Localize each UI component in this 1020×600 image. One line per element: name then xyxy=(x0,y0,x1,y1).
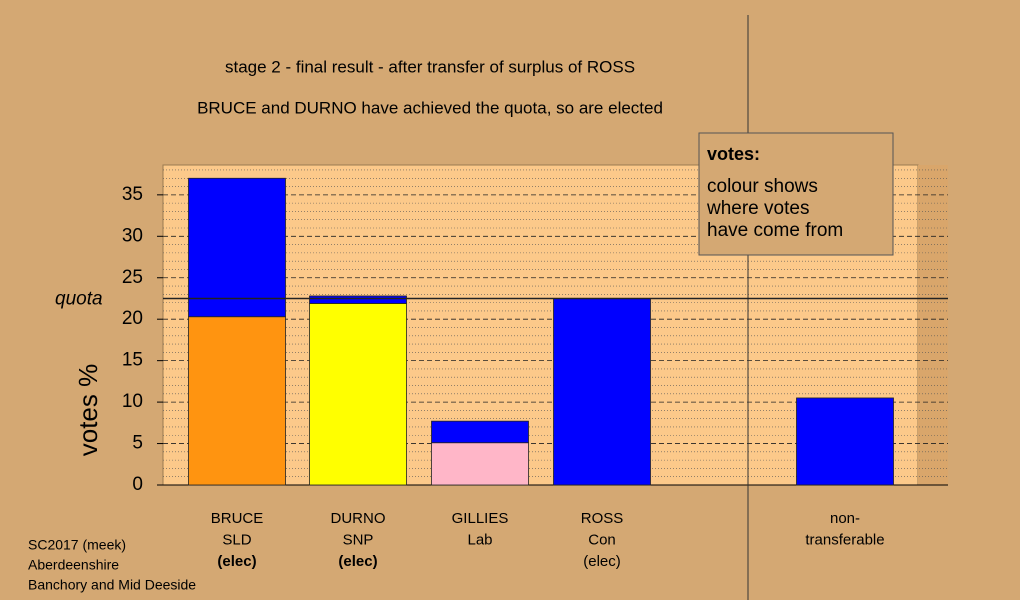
bar-segment xyxy=(188,177,286,318)
legend-heading: votes: xyxy=(707,144,760,164)
y-tick-label: 25 xyxy=(122,267,143,288)
x-tick-label: (elec) xyxy=(217,553,256,570)
y-tick-label: 35 xyxy=(122,184,143,205)
footer-text: Banchory and Mid Deeside xyxy=(28,577,196,593)
x-tick-label: BRUCE xyxy=(211,510,264,527)
x-tick-label: Con xyxy=(588,531,616,548)
x-tick-label: transferable xyxy=(805,531,884,548)
legend-text: have come from xyxy=(707,220,843,241)
x-tick-label: GILLIES xyxy=(452,510,509,527)
bar-segment xyxy=(309,303,407,486)
bar-segment xyxy=(431,420,529,444)
y-tick-label: 10 xyxy=(122,391,143,412)
x-tick-label: (elec) xyxy=(583,553,621,570)
footer-text: SC2017 (meek) xyxy=(28,537,126,553)
plot-area-edge xyxy=(918,165,948,485)
bar-segment xyxy=(553,298,651,486)
chart-subtitle: BRUCE and DURNO have achieved the quota,… xyxy=(197,98,663,117)
bar-segment xyxy=(431,442,529,486)
x-tick-label: SNP xyxy=(343,531,374,548)
bar-segment xyxy=(188,316,286,486)
x-tick-label: DURNO xyxy=(331,510,386,527)
y-tick-label: 30 xyxy=(122,225,143,246)
chart-title: stage 2 - final result - after transfer … xyxy=(225,57,635,76)
x-tick-label: (elec) xyxy=(338,553,377,570)
bar-segment xyxy=(309,295,407,304)
x-tick-label: non- xyxy=(830,510,860,527)
x-tick-label: Lab xyxy=(467,531,492,548)
y-tick-label: 15 xyxy=(122,350,143,371)
legend-text: colour shows xyxy=(707,176,818,197)
footer-text: Aberdeenshire xyxy=(28,557,119,573)
quota-label: quota xyxy=(55,288,103,309)
x-tick-label: SLD xyxy=(222,531,251,548)
y-tick-label: 5 xyxy=(132,433,143,454)
x-tick-label: ROSS xyxy=(581,510,624,527)
y-tick-label: 20 xyxy=(122,308,143,329)
bar-segment xyxy=(796,397,894,486)
legend-box xyxy=(698,132,894,256)
legend-text: where votes xyxy=(706,198,809,219)
y-axis-label: votes % xyxy=(73,364,103,457)
y-tick-label: 0 xyxy=(132,474,143,495)
